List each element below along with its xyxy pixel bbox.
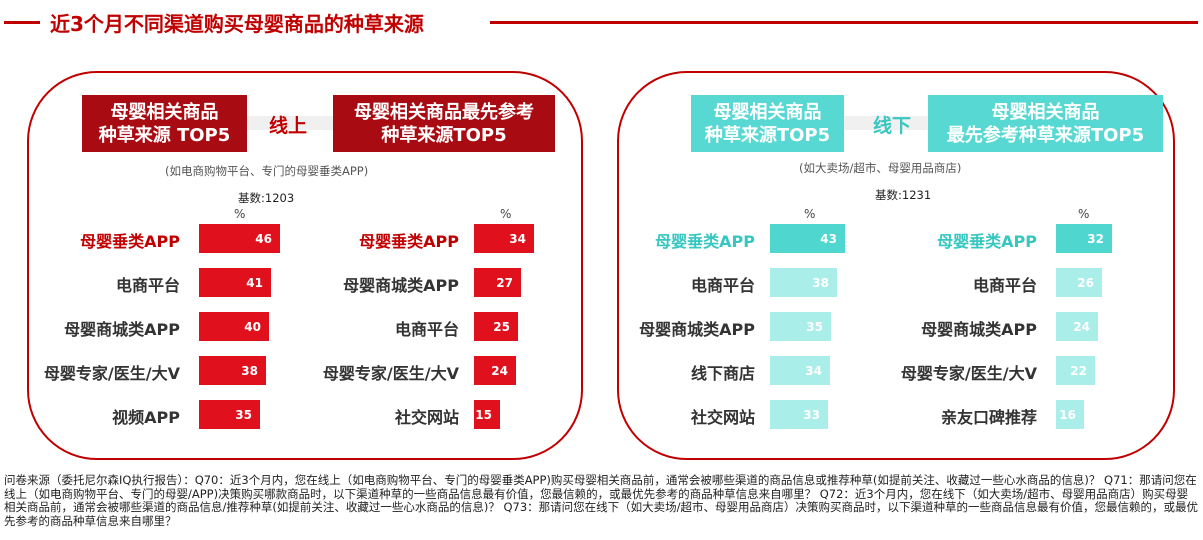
title-rule-left — [4, 21, 40, 24]
online-right-bar-value: 27 — [496, 275, 513, 290]
online-right-category-label: 社交网站 — [394, 408, 459, 427]
offline-left-bar-value: 43 — [820, 231, 837, 246]
online-header-right: 母婴相关商品最先参考 种草来源TOP5 — [333, 95, 555, 152]
page-title: 近3个月不同渠道购买母婴商品的种草来源 — [50, 12, 424, 36]
online-left-bar-value: 40 — [244, 319, 261, 334]
online-mid-label: 线上 — [269, 115, 308, 137]
offline-header-right: 母婴相关商品 最先参考种草来源TOP5 — [928, 95, 1163, 152]
offline-header-connector — [840, 116, 940, 130]
online-left-bar-value: 46 — [255, 231, 272, 246]
offline-right-bar: 32 — [1056, 224, 1112, 253]
online-left-category-label: 母婴专家/医生/大V — [43, 364, 180, 383]
offline-right-bar: 22 — [1056, 356, 1095, 385]
offline-left-bar-value: 38 — [812, 275, 829, 290]
title-bar: 近3个月不同渠道购买母婴商品的种草来源 — [0, 0, 1203, 44]
online-right-bar-value: 34 — [509, 231, 526, 246]
online-left-bar-value: 38 — [241, 363, 258, 378]
online-left-category-label: 母婴垂类APP — [80, 232, 180, 251]
online-left-bar: 40 — [199, 312, 269, 341]
online-panel — [27, 71, 583, 460]
offline-left-bar: 35 — [770, 312, 831, 341]
offline-right-category-label: 母婴专家/医生/大V — [900, 364, 1037, 383]
offline-panel — [617, 71, 1175, 460]
offline-note: (如大卖场/超市、母婴用品商店) — [799, 161, 962, 175]
offline-left-bar: 38 — [770, 268, 837, 297]
online-left-category-label: 视频APP — [112, 408, 180, 427]
offline-pct-label-left: % — [804, 207, 816, 221]
online-right-bar-value: 24 — [491, 363, 508, 378]
offline-right-bar-value: 24 — [1073, 319, 1090, 334]
offline-right-bar: 16 — [1056, 400, 1084, 429]
offline-left-category-label: 电商平台 — [690, 276, 755, 295]
offline-right-bar: 26 — [1056, 268, 1102, 297]
online-note: (如电商购物平台、专门的母婴垂类APP) — [165, 164, 369, 178]
offline-left-bar-value: 33 — [803, 407, 820, 422]
offline-base: 基数:1231 — [875, 188, 932, 202]
online-pct-label-right: % — [500, 207, 512, 221]
offline-left-bar-value: 35 — [806, 319, 823, 334]
offline-pct-label-right: % — [1078, 207, 1090, 221]
online-right-bar: 25 — [474, 312, 518, 341]
online-right-category-label: 母婴专家/医生/大V — [322, 364, 459, 383]
online-right-category-label: 电商平台 — [394, 320, 459, 339]
offline-right-category-label: 亲友口碑推荐 — [940, 408, 1037, 427]
online-right-bar: 27 — [474, 268, 521, 297]
online-right-bar: 15 — [474, 400, 500, 429]
online-left-category-label: 电商平台 — [115, 276, 180, 295]
offline-right-bar-value: 22 — [1070, 363, 1087, 378]
offline-left-category-label: 线下商店 — [690, 364, 755, 383]
online-right-bar-value: 15 — [475, 407, 492, 422]
online-right-bar-value: 25 — [493, 319, 510, 334]
offline-header-left: 母婴相关商品 种草来源TOP5 — [691, 95, 844, 152]
online-left-bar: 46 — [199, 224, 280, 253]
offline-left-bar: 33 — [770, 400, 828, 429]
online-left-bar: 35 — [199, 400, 260, 429]
offline-left-category-label: 母婴垂类APP — [655, 232, 755, 251]
offline-left-category-label: 母婴商城类APP — [639, 320, 755, 339]
online-header-connector — [220, 116, 340, 130]
online-right-bar: 24 — [474, 356, 516, 385]
offline-mid-label: 线下 — [873, 115, 912, 137]
online-right-category-label: 母婴垂类APP — [359, 232, 459, 251]
online-pct-label-left: % — [234, 207, 246, 221]
online-right-category-label: 母婴商城类APP — [343, 276, 459, 295]
online-left-category-label: 母婴商城类APP — [64, 320, 180, 339]
offline-right-category-label: 电商平台 — [972, 276, 1037, 295]
online-left-bar: 41 — [199, 268, 271, 297]
online-left-bar-value: 35 — [235, 407, 252, 422]
offline-left-bar: 34 — [770, 356, 830, 385]
online-base: 基数:1203 — [238, 191, 295, 205]
offline-right-bar: 24 — [1056, 312, 1098, 341]
title-rule-right — [490, 21, 1198, 24]
offline-right-category-label: 母婴垂类APP — [937, 232, 1037, 251]
online-left-bar-value: 41 — [246, 275, 263, 290]
online-header-left: 母婴相关商品 种草来源 TOP5 — [82, 95, 247, 152]
offline-left-bar-value: 34 — [805, 363, 822, 378]
offline-right-bar-value: 32 — [1087, 231, 1104, 246]
offline-left-bar: 43 — [770, 224, 845, 253]
online-right-bar: 34 — [474, 224, 534, 253]
online-left-bar: 38 — [199, 356, 266, 385]
offline-right-category-label: 母婴商城类APP — [921, 320, 1037, 339]
offline-left-category-label: 社交网站 — [690, 408, 755, 427]
offline-right-bar-value: 26 — [1077, 275, 1094, 290]
offline-right-bar-value: 16 — [1059, 407, 1076, 422]
footer-source-note: 问卷来源（委托尼尔森IQ执行报告）：Q70：近3个月内，您在线上（如电商购物平台… — [4, 473, 1199, 528]
